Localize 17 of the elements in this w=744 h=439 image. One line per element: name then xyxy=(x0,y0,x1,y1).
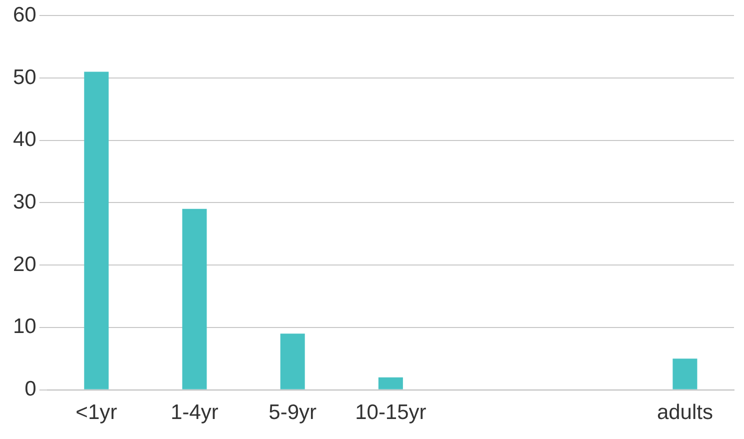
bar xyxy=(280,334,305,390)
y-tick-label: 10 xyxy=(13,315,36,338)
bar xyxy=(378,377,403,390)
y-tick-label: 60 xyxy=(13,3,36,26)
y-tick-label: 30 xyxy=(13,190,36,214)
y-tick-label: 20 xyxy=(13,252,36,276)
y-tick-label: 40 xyxy=(13,128,36,152)
bar xyxy=(84,72,109,390)
x-tick-label: adults xyxy=(656,401,713,424)
bar xyxy=(182,208,207,390)
y-tick-label: 0 xyxy=(24,378,36,401)
x-tick-label: 1-4yr xyxy=(170,401,218,424)
y-tick-label: 50 xyxy=(13,66,36,89)
x-tick-label: 10-15yr xyxy=(355,401,426,424)
x-tick-label: 5-9yr xyxy=(268,401,317,424)
x-tick-label: <1yr xyxy=(76,401,118,424)
bar xyxy=(672,358,698,390)
